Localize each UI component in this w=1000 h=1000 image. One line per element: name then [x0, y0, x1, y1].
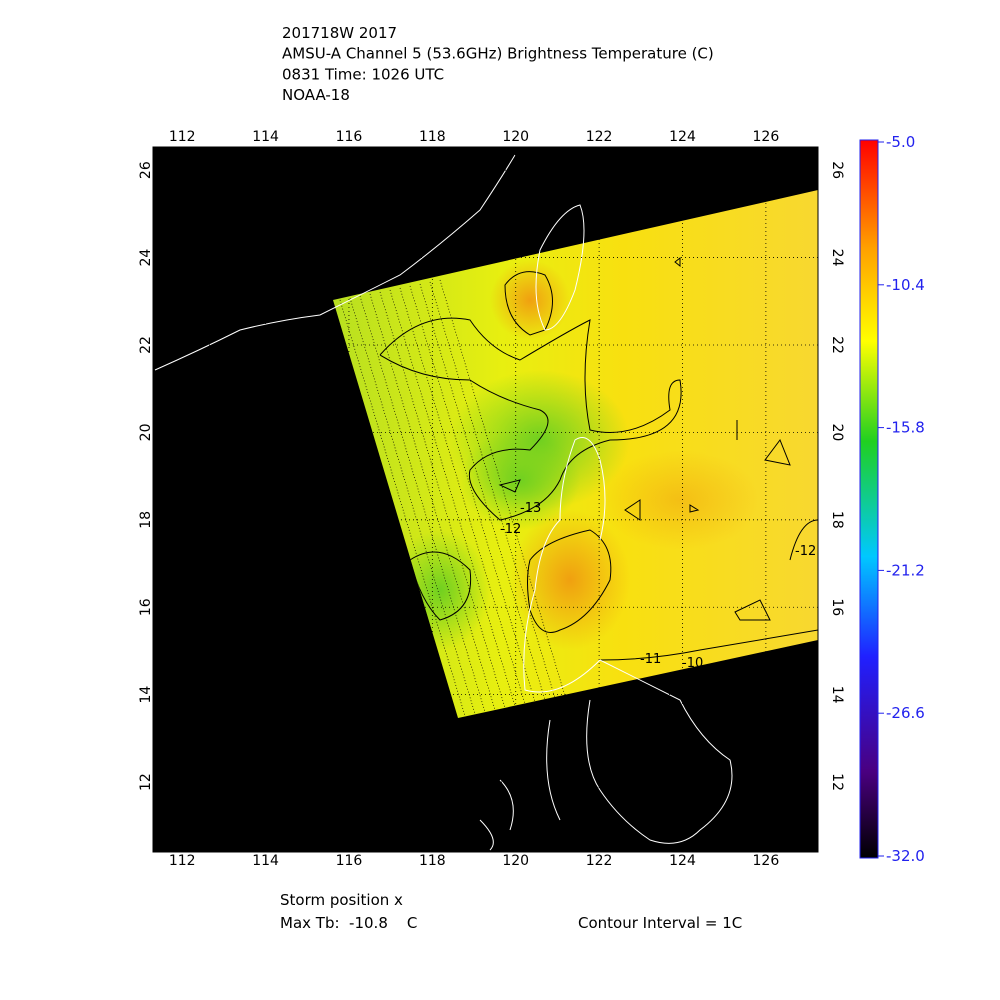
header-line: NOAA-18	[282, 86, 350, 104]
lon-label: 118	[419, 129, 446, 145]
contour-label: -12	[500, 522, 521, 537]
contour-label: -10	[682, 656, 703, 671]
storm-position: Storm position x	[280, 891, 403, 909]
colorbar-label: -5.0	[886, 133, 915, 151]
contour-label: -11	[640, 652, 661, 667]
lat-label: 22	[138, 336, 154, 354]
lon-label: 112	[169, 129, 196, 145]
lat-label: 22	[829, 336, 845, 354]
axes: 112 112 114 114 116 116 118 118 120 120 122 122 124 1…	[138, 129, 845, 869]
map	[154, 154, 818, 851]
swath-features	[339, 256, 818, 717]
lon-label: 126	[753, 853, 780, 869]
header: 201718W 2017 AMSU-A Channel 5 (53.6GHz) B…	[282, 24, 714, 104]
lon-label: 114	[252, 129, 279, 145]
lon-label: 126	[753, 129, 780, 145]
colorbar	[859, 139, 879, 859]
lon-label: 116	[336, 853, 363, 869]
contour-label: -12	[795, 544, 816, 559]
header-line: 0831 Time: 1026 UTC	[282, 65, 444, 83]
colorbar-label: -15.8	[886, 419, 925, 437]
lon-label: 124	[669, 129, 696, 145]
colorbar-label: -21.2	[886, 561, 925, 579]
lat-label: 26	[138, 161, 154, 179]
contour-label: -13	[520, 501, 541, 516]
lon-label: 120	[502, 129, 529, 145]
lon-label: 124	[669, 853, 696, 869]
contour-interval: Contour Interval = 1C	[578, 914, 742, 932]
lat-label: 12	[829, 773, 845, 791]
header-line: AMSU-A Channel 5 (53.6GHz) Brightness Te…	[282, 45, 714, 63]
lat-label: 14	[829, 686, 845, 704]
lon-label: 122	[586, 853, 613, 869]
lat-label: 12	[138, 773, 154, 791]
colorbar-ticks: -5.0 -10.4 -15.8 -21.2 -26.6 -32.0	[878, 133, 925, 865]
lon-label: 114	[252, 853, 279, 869]
lat-label: 16	[138, 598, 154, 616]
map-frame	[152, 146, 819, 853]
lat-label: 18	[829, 511, 845, 529]
lon-label: 120	[502, 853, 529, 869]
lat-label: 24	[138, 249, 154, 267]
coastline	[154, 154, 733, 851]
lat-label: 16	[829, 598, 845, 616]
colorbar-label: -32.0	[886, 847, 925, 865]
lat-label: 14	[138, 686, 154, 704]
lat-label: 20	[138, 423, 154, 441]
max-tb: Max Tb: -10.8 C	[280, 914, 417, 932]
lat-label: 18	[138, 511, 154, 529]
lat-label: 20	[829, 423, 845, 441]
colorbar-label: -10.4	[886, 276, 925, 294]
lat-label: 24	[829, 249, 845, 267]
lon-label: 116	[336, 129, 363, 145]
lat-label: 26	[829, 161, 845, 179]
header-line: 201718W 2017	[282, 24, 397, 42]
lon-label: 118	[419, 853, 446, 869]
lon-label: 112	[169, 853, 196, 869]
lon-label: 122	[586, 129, 613, 145]
colorbar-label: -26.6	[886, 704, 925, 722]
